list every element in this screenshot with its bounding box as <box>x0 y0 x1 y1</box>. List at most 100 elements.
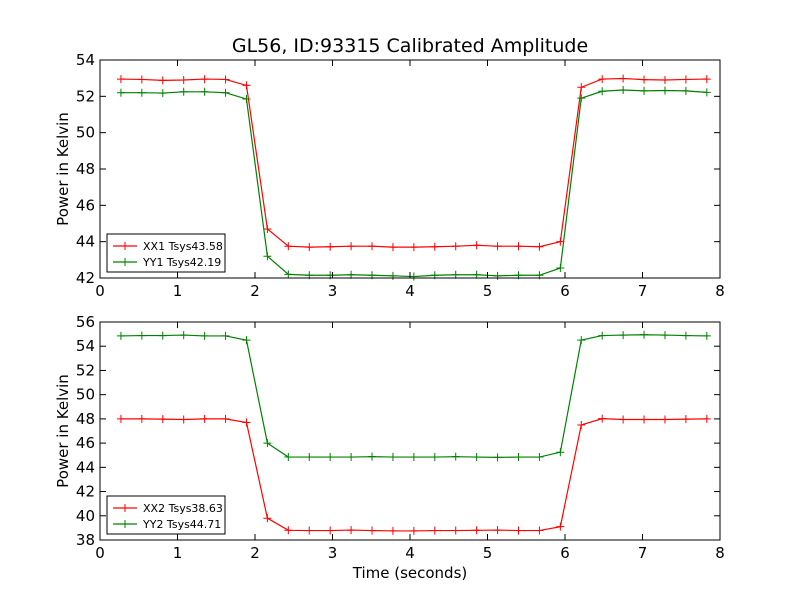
data-point <box>158 331 167 340</box>
data-point <box>137 414 146 423</box>
data-point <box>326 453 335 462</box>
data-point <box>284 242 293 251</box>
data-point <box>702 414 711 423</box>
y-tick-label: 42 <box>76 483 95 501</box>
x-tick-label: 6 <box>560 544 570 562</box>
data-point <box>451 452 460 461</box>
data-point <box>179 75 188 84</box>
data-point <box>660 331 669 340</box>
x-tick-label: 8 <box>715 544 725 562</box>
y-tick-label: 54 <box>76 51 95 69</box>
data-point <box>598 414 607 423</box>
x-tick-label: 6 <box>560 282 570 300</box>
data-point <box>200 414 209 423</box>
data-point <box>284 526 293 535</box>
x-tick-label: 2 <box>250 544 260 562</box>
data-point <box>660 415 669 424</box>
data-point <box>409 272 418 281</box>
data-point <box>577 420 586 429</box>
data-point <box>263 252 272 261</box>
y-tick-label: 44 <box>76 458 95 476</box>
data-point <box>409 526 418 535</box>
data-point <box>368 242 377 251</box>
data-point <box>242 81 251 90</box>
data-point <box>388 526 397 535</box>
data-point <box>305 526 314 535</box>
data-point <box>409 453 418 462</box>
data-point <box>326 242 335 251</box>
data-point <box>116 75 125 84</box>
data-point <box>451 270 460 279</box>
data-point <box>535 242 544 251</box>
data-point <box>681 415 690 424</box>
data-point <box>221 414 230 423</box>
x-tick-label: 3 <box>328 282 338 300</box>
data-point <box>137 331 146 340</box>
x-tick-label: 7 <box>638 544 648 562</box>
data-point <box>514 526 523 535</box>
x-tick-label: 3 <box>328 544 338 562</box>
data-point <box>305 243 314 252</box>
x-tick-label: 4 <box>405 544 415 562</box>
data-point <box>326 526 335 535</box>
data-point <box>347 270 356 279</box>
data-point <box>640 415 649 424</box>
data-point <box>493 271 502 280</box>
data-point <box>472 453 481 462</box>
x-tick-label: 5 <box>483 544 493 562</box>
data-point <box>242 95 251 104</box>
data-point <box>263 224 272 233</box>
y-tick-label: 44 <box>76 233 95 251</box>
data-point <box>681 86 690 95</box>
data-point <box>200 331 209 340</box>
data-point <box>451 242 460 251</box>
legend-box <box>106 233 226 273</box>
data-point <box>535 453 544 462</box>
data-point <box>263 439 272 448</box>
data-point <box>200 87 209 96</box>
data-point <box>514 453 523 462</box>
data-point <box>556 264 565 273</box>
data-point <box>388 271 397 280</box>
data-point <box>179 87 188 96</box>
y-axis-label: Power in Kelvin <box>54 112 72 226</box>
data-point <box>598 331 607 340</box>
legend-entry: XX1 Tsys43.58 <box>143 240 223 253</box>
data-point <box>284 270 293 279</box>
y-tick-label: 54 <box>76 337 95 355</box>
data-point <box>430 453 439 462</box>
y-tick-label: 56 <box>76 313 95 331</box>
data-point <box>158 76 167 85</box>
x-tick-label: 0 <box>95 282 105 300</box>
x-tick-label: 2 <box>250 282 260 300</box>
data-point <box>660 86 669 95</box>
legend: XX1 Tsys43.58 YY1 Tsys42.19 <box>106 233 226 273</box>
y-tick-label: 46 <box>76 434 95 452</box>
data-point <box>577 336 586 345</box>
legend-entry: YY2 Tsys44.71 <box>142 518 221 531</box>
data-point <box>430 242 439 251</box>
data-point <box>200 75 209 84</box>
data-point <box>179 331 188 340</box>
series-line-2 <box>120 334 707 459</box>
y-tick-label: 50 <box>76 124 95 142</box>
data-point <box>598 75 607 84</box>
data-point <box>116 88 125 97</box>
legend-marker <box>121 258 129 266</box>
data-point <box>702 331 711 340</box>
y-tick-label: 42 <box>76 269 95 287</box>
data-point <box>619 331 628 340</box>
data-point <box>158 415 167 424</box>
data-point <box>493 242 502 251</box>
legend-marker <box>121 520 129 528</box>
data-point <box>347 526 356 535</box>
data-point <box>619 74 628 83</box>
data-point <box>116 414 125 423</box>
x-tick-label: 1 <box>173 282 183 300</box>
data-point <box>640 75 649 84</box>
data-point <box>158 89 167 98</box>
data-point <box>116 331 125 340</box>
data-point <box>221 88 230 97</box>
data-point <box>556 522 565 531</box>
